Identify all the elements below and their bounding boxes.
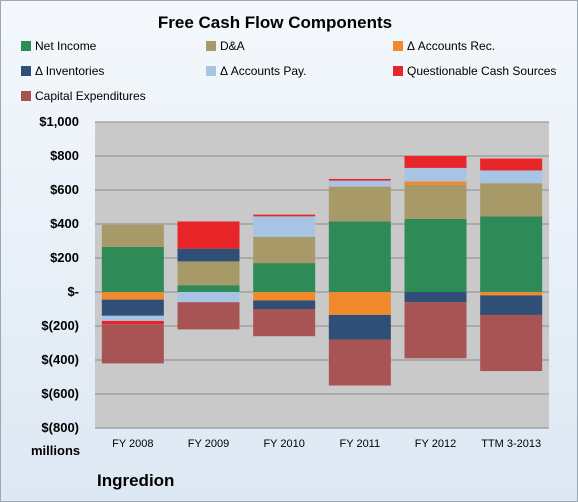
plot-background [95,122,549,428]
unit-label: millions [31,443,81,458]
bar-segment [177,248,240,262]
legend-swatch [393,41,403,51]
y-tick-label: $- [67,284,79,299]
bar-segment [404,156,467,168]
bar-segment [177,292,240,303]
bar-segment [101,292,164,300]
bar-segment [177,285,240,292]
legend-item: Capital Expenditures [21,89,146,103]
y-tick-label: $(800) [41,420,79,435]
legend-item: D&A [206,39,245,53]
y-tick-label: $600 [50,182,79,197]
bar-segment [404,184,467,219]
legend-item: Δ Inventories [21,64,104,78]
legend-label: Δ Accounts Pay. [220,64,307,78]
legend-swatch [206,66,216,76]
bar-segment [253,214,316,217]
bar-segment [253,309,316,337]
bar-segment [101,324,164,364]
legend-label: Δ Inventories [35,64,105,78]
legend-label: Questionable Cash Sources [407,64,557,78]
bar-segment [101,320,164,325]
y-tick-label: $(200) [41,318,79,333]
bar-segment [253,263,316,292]
company-name: Ingredion [97,471,175,490]
bar-segment [404,302,467,359]
y-tick-label: $(600) [41,386,79,401]
bar-segment [101,299,164,316]
bar-segment [480,158,543,171]
bar-segment [404,167,467,182]
bar-segment [480,314,543,372]
bar-segment [253,300,316,309]
legend-label: Net Income [35,39,97,53]
bar-segment [177,261,240,286]
y-tick-label: $200 [50,250,79,265]
y-tick-label: $800 [50,148,79,163]
legend-swatch [21,66,31,76]
bar-segment [404,218,467,292]
legend-label: Capital Expenditures [35,89,146,103]
legend-swatch [21,41,31,51]
bar-segment [177,221,240,249]
x-tick-label: TTM 3-2013 [481,438,542,450]
bar-segment [480,183,543,217]
bar-segment [101,224,164,247]
bar-segment [404,292,467,303]
y-tick-label: $(400) [41,352,79,367]
bar-segment [480,216,543,292]
bar-segment [253,292,316,301]
legend-item: Questionable Cash Sources [393,64,556,78]
legend-label: D&A [220,39,245,53]
legend-swatch [21,91,31,101]
bar-segment [404,181,467,185]
y-tick-label: $1,000 [39,114,79,129]
bar-segment [253,236,316,264]
bar-segment [480,292,543,296]
x-tick-label: FY 2008 [112,438,154,450]
legend-swatch [206,41,216,51]
legend-item: Δ Accounts Pay. [206,64,307,78]
bar-segment [328,314,391,340]
legend-label: Δ Accounts Rec. [407,39,496,53]
chart-title: Free Cash Flow Components [157,13,393,32]
bar-segment [101,246,164,292]
x-tick-label: FY 2012 [414,438,457,450]
legend-item: Δ Accounts Rec. [393,39,495,53]
bar-segment [328,292,391,315]
bar-segment [253,216,316,237]
bar-segment [328,186,391,222]
x-tick-label: FY 2009 [187,438,230,450]
bar-segment [177,302,240,330]
x-tick-label: FY 2010 [263,438,305,450]
bar-segment [328,339,391,386]
x-tick-label: FY 2011 [339,438,381,450]
bar-segment [328,178,391,181]
y-tick-label: $400 [50,216,79,231]
bar-segment [328,180,391,187]
legend-item: Net Income [21,39,96,53]
bar-segment [480,170,543,184]
bar-segment [480,295,543,315]
legend-swatch [393,66,403,76]
bar-segment [101,315,164,321]
bar-segment [328,221,391,292]
